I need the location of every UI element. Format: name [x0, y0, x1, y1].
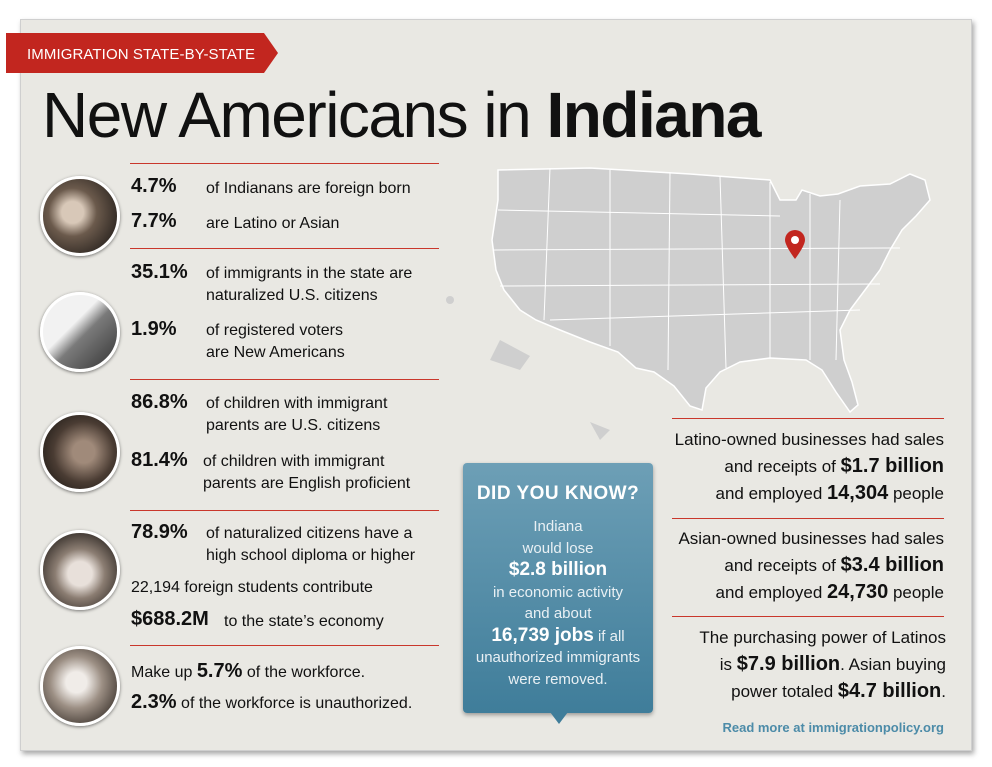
graduate-photo [40, 530, 120, 610]
workers-photo [40, 646, 120, 726]
stat-number: 35.1% [131, 261, 188, 283]
stat-text: parents are English proficient [203, 475, 411, 492]
stat-number: $688.2M [131, 608, 209, 630]
banner-label: IMMIGRATION STATE-BY-STATE [27, 46, 256, 63]
stat-text: of immigrants in the state are [206, 265, 413, 282]
read-more-link[interactable]: Read more at immigrationpolicy.org [722, 720, 944, 735]
stat-text: of children with immigrant [203, 453, 385, 470]
purchasing-power-paragraph: The purchasing power of Latinos is $7.9 … [699, 628, 946, 702]
stat-number: 7.7% [131, 210, 177, 232]
stat-text: parents are U.S. citizens [206, 417, 381, 434]
callout-title: DID YOU KNOW? [476, 483, 640, 504]
divider [130, 163, 439, 164]
divider [672, 418, 944, 419]
page-title: New Americans in Indiana [42, 79, 761, 151]
stat-text: high school diploma or higher [206, 547, 416, 564]
stat-number: 78.9% [131, 521, 188, 543]
us-map [446, 167, 931, 440]
asian-business-paragraph: Asian-owned businesses had sales and rec… [678, 529, 944, 603]
stat-text: are New Americans [206, 344, 345, 361]
stat-text: Make up 5.7% of the workforce. [131, 660, 366, 682]
stat-text: naturalized U.S. citizens [206, 287, 378, 304]
children-photo [40, 412, 120, 492]
callout-pointer [550, 712, 568, 724]
stat-number: 81.4% [131, 449, 188, 471]
stat-text: 22,194 foreign students contribute [131, 579, 373, 596]
did-you-know-callout: DID YOU KNOW? Indiana would lose $2.8 bi… [463, 463, 653, 713]
callout-body: Indiana would lose $2.8 billion in econo… [475, 518, 641, 688]
divider [130, 645, 439, 646]
divider [130, 510, 439, 511]
stat-text: are Latino or Asian [206, 215, 340, 232]
banner-ribbon [6, 33, 278, 73]
divider [672, 616, 944, 617]
stat-number: 86.8% [131, 391, 188, 413]
stat-text: of children with immigrant [206, 395, 388, 412]
stat-text: of naturalized citizens have a [206, 525, 413, 542]
stat-number: 4.7% [131, 175, 177, 197]
latino-business-paragraph: Latino-owned businesses had sales and re… [674, 430, 944, 504]
divider [130, 379, 439, 380]
couple-photo [40, 176, 120, 256]
voting-photo [40, 292, 120, 372]
stat-text: of Indianans are foreign born [206, 180, 411, 197]
stat-text: to the state’s economy [224, 613, 384, 630]
stat-text: 2.3% of the workforce is unauthorized. [131, 691, 413, 713]
stat-text: of registered voters [206, 322, 343, 339]
divider [672, 518, 944, 519]
location-pin-icon [785, 230, 805, 259]
stat-number: 1.9% [131, 318, 177, 340]
divider [130, 248, 439, 249]
